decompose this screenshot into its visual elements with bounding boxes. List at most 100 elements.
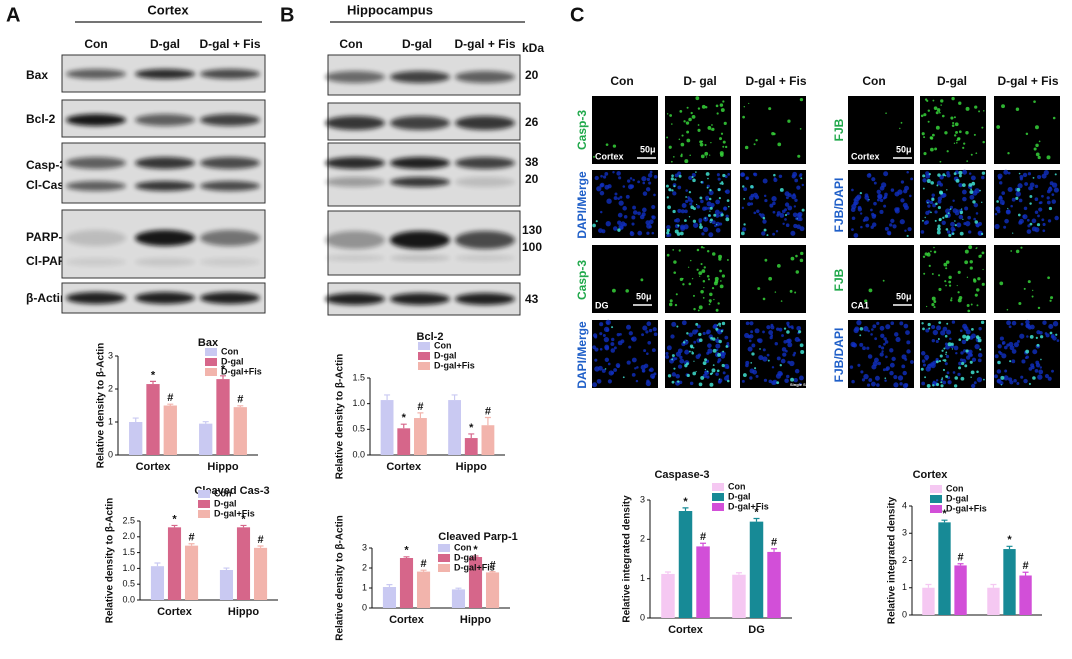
- y-tick-label: 3: [362, 542, 367, 552]
- texture-dot: [786, 330, 790, 334]
- texture-dot: [688, 117, 692, 122]
- texture-dot: [1042, 222, 1046, 227]
- texture-dot: [959, 210, 964, 214]
- y-tick-label: 1: [902, 582, 907, 592]
- texture-dot: [874, 337, 878, 341]
- texture-dot: [692, 219, 697, 223]
- texture-dot: [710, 129, 712, 131]
- texture-dot: [864, 195, 870, 200]
- texture-dot: [751, 343, 756, 348]
- texture-dot: [926, 179, 931, 184]
- texture-dot: [1041, 194, 1044, 198]
- texture-dot: [1038, 207, 1043, 212]
- texture-dot: [967, 215, 972, 220]
- blot-band: [66, 157, 126, 169]
- texture-dot: [1019, 333, 1025, 339]
- blot: [61, 282, 266, 314]
- texture-dot: [604, 368, 607, 370]
- texture-dot: [965, 329, 971, 335]
- texture-dot: [970, 188, 973, 191]
- texture-dot: [999, 181, 1003, 185]
- texture-dot: [642, 369, 645, 373]
- texture-dot: [1040, 358, 1042, 361]
- texture-dot: [790, 230, 796, 236]
- texture-dot: [994, 212, 998, 216]
- blot-band: [455, 116, 515, 130]
- texture-dot: [1034, 184, 1039, 189]
- significance-label: *: [683, 496, 688, 508]
- bar: [397, 428, 411, 455]
- texture-dot: [690, 346, 694, 349]
- texture-dot: [711, 124, 713, 126]
- texture-dot: [680, 209, 685, 214]
- significance-label: *: [151, 369, 156, 381]
- texture-dot: [648, 181, 652, 185]
- texture-dot: [679, 109, 683, 113]
- significance-label: #: [257, 534, 263, 546]
- blot-band: [455, 231, 515, 249]
- texture-dot: [964, 206, 969, 211]
- texture-dot: [1016, 187, 1021, 192]
- texture-dot: [936, 325, 942, 331]
- texture-dot: [996, 378, 1002, 384]
- row-label: Casp-3: [575, 110, 589, 150]
- texture-dot: [712, 348, 717, 353]
- bar: [216, 379, 230, 455]
- texture-dot: [968, 245, 973, 250]
- row-label: DAPI/Merge: [575, 171, 589, 239]
- texture-dot: [776, 356, 781, 361]
- texture-dot: [725, 217, 730, 222]
- texture-dot: [629, 184, 635, 189]
- texture-dot: [970, 370, 975, 375]
- texture-dot: [1016, 381, 1020, 385]
- texture-dot: [954, 376, 958, 380]
- error-bar: [925, 583, 932, 588]
- texture-dot: [689, 154, 691, 156]
- texture-dot: [771, 196, 777, 202]
- texture-dot: [768, 276, 773, 281]
- texture-dot: [668, 302, 673, 307]
- legend-swatch: [712, 493, 724, 501]
- texture-dot: [747, 202, 751, 206]
- texture-dot: [938, 321, 942, 324]
- error-bar: [451, 394, 458, 401]
- texture-dot: [868, 288, 873, 293]
- texture-dot: [1027, 172, 1032, 176]
- texture-dot: [720, 213, 724, 217]
- texture-dot: [1055, 333, 1058, 336]
- texture-dot: [713, 213, 717, 217]
- texture-dot: [606, 198, 612, 204]
- texture-dot: [709, 206, 713, 210]
- texture-dot: [942, 368, 946, 372]
- texture-dot: [929, 200, 934, 205]
- error-bar: [664, 571, 671, 574]
- texture-dot: [859, 212, 863, 215]
- scale-label: 50μ: [636, 291, 652, 301]
- texture-dot: [787, 119, 791, 123]
- size-label: 20: [525, 172, 539, 186]
- texture-dot: [976, 304, 979, 307]
- texture-dot: [970, 376, 972, 378]
- texture-dot: [1009, 360, 1012, 363]
- texture-dot: [1023, 287, 1026, 290]
- texture-dot: [686, 373, 690, 378]
- texture-dot: [867, 354, 873, 359]
- texture-dot: [677, 185, 682, 190]
- texture-dot: [680, 153, 683, 156]
- texture-dot: [996, 200, 999, 203]
- texture-dot: [940, 99, 944, 103]
- texture-dot: [796, 185, 801, 190]
- texture-dot: [600, 210, 603, 214]
- texture-dot: [942, 193, 947, 198]
- texture-dot: [1048, 323, 1054, 330]
- texture-dot: [651, 204, 656, 210]
- texture-dot: [958, 295, 963, 300]
- texture-dot: [879, 185, 885, 191]
- significance-label: *: [1007, 534, 1012, 546]
- texture-dot: [1045, 333, 1050, 338]
- texture-dot: [948, 233, 952, 237]
- texture-dot: [702, 280, 706, 283]
- legend-label: D-gal+Fis: [728, 501, 769, 511]
- texture-dot: [782, 222, 785, 225]
